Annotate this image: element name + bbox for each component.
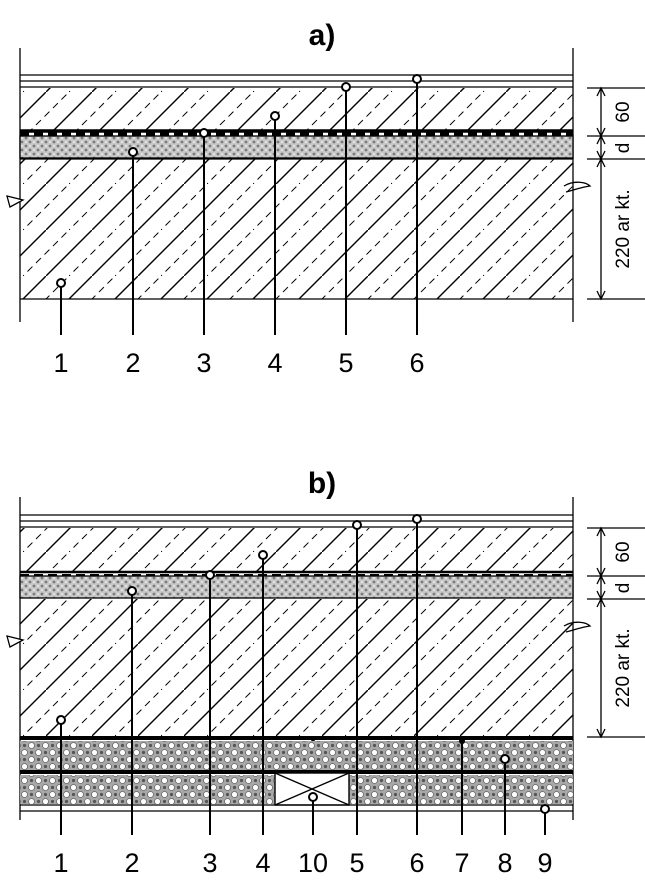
break-symbol-left bbox=[6, 635, 25, 648]
diagram-a-title: a) bbox=[309, 19, 336, 52]
label-a-2: 2 bbox=[125, 348, 140, 378]
label-b-1: 1 bbox=[53, 848, 68, 878]
diagram-b-title: b) bbox=[308, 467, 336, 500]
label-b-2: 2 bbox=[124, 848, 139, 878]
break-symbol-left bbox=[6, 195, 25, 208]
diagram-a: a) bbox=[6, 19, 645, 378]
insulation-layer bbox=[19, 135, 574, 159]
dim-b-slab: 220 ar kt. bbox=[613, 628, 634, 707]
label-b-3: 3 bbox=[202, 848, 217, 878]
dim-a-slab: 220 ar kt. bbox=[613, 189, 634, 268]
label-a-1: 1 bbox=[53, 348, 68, 378]
dimension-chain-b bbox=[587, 526, 645, 739]
label-b-9: 9 bbox=[537, 848, 552, 878]
label-b-10: 10 bbox=[298, 848, 328, 878]
break-symbol-right bbox=[563, 181, 592, 193]
leader-lines-a bbox=[56, 74, 422, 335]
dim-b-screed: 60 bbox=[613, 541, 634, 562]
dim-b-insulation: d bbox=[613, 583, 634, 594]
label-b-6: 6 bbox=[409, 848, 424, 878]
label-a-3: 3 bbox=[196, 348, 211, 378]
label-b-7: 7 bbox=[454, 848, 469, 878]
label-a-5: 5 bbox=[338, 348, 353, 378]
label-b-8: 8 bbox=[497, 848, 512, 878]
ceiling-insulation bbox=[20, 741, 573, 770]
label-b-5: 5 bbox=[349, 848, 364, 878]
dim-a-screed: 60 bbox=[613, 101, 634, 122]
leader-lines-b bbox=[56, 514, 550, 835]
label-b-4: 4 bbox=[255, 848, 270, 878]
label-a-6: 6 bbox=[409, 348, 424, 378]
dimension-chain-a bbox=[587, 86, 645, 301]
label-a-4: 4 bbox=[267, 348, 282, 378]
break-symbol-right bbox=[563, 621, 592, 633]
dim-a-insulation: d bbox=[613, 143, 634, 154]
insulation-layer bbox=[19, 575, 574, 599]
diagram-b: b) bbox=[6, 467, 645, 878]
